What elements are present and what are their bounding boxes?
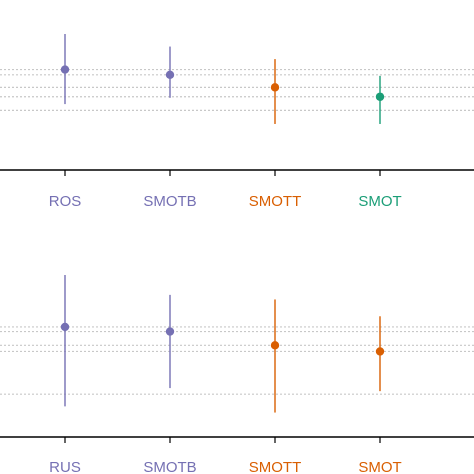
x-tick-label-1-4: SMOT [358, 193, 401, 210]
data-point-1-smot [375, 92, 385, 101]
data-point-1-smott [270, 83, 280, 92]
x-tick-label-2-4: SMOT [358, 459, 401, 474]
data-point-2-rus [60, 322, 70, 332]
data-point-1-ros [60, 65, 70, 74]
data-point-2-smotb [165, 327, 175, 336]
x-tick-label-1-3: SMOTT [249, 193, 302, 210]
data-point-2-smot [375, 347, 385, 356]
data-point-2-smott [270, 341, 280, 350]
data-point-1-smotb [165, 70, 175, 80]
x-tick-label-2-2: SMOTB [143, 459, 196, 474]
x-tick-label-2-1: RUS [49, 459, 81, 474]
x-tick-label-1-1: ROS [49, 193, 82, 210]
x-tick-label-2-3: SMOTT [249, 459, 302, 474]
x-tick-label-1-2: SMOTB [143, 193, 196, 210]
